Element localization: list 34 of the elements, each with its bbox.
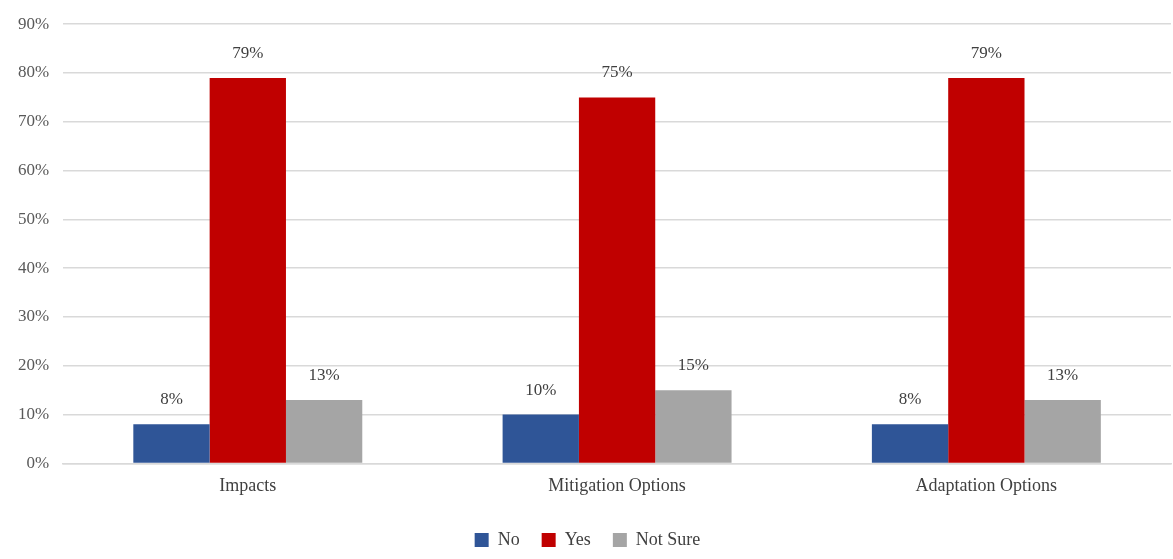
data-label: 8% (160, 389, 183, 409)
x-tick-label: Adaptation Options (915, 474, 1058, 495)
data-label: 79% (970, 42, 1002, 62)
y-tick-label: 70% (17, 111, 50, 131)
data-label: 10% (525, 379, 557, 399)
data-label: 13% (308, 364, 340, 384)
legend-label: Not Sure (635, 528, 701, 549)
legend-label: Yes (564, 528, 591, 549)
y-tick-label: 0% (26, 452, 50, 472)
bar (1024, 399, 1101, 463)
bar (133, 424, 210, 463)
bar (502, 414, 579, 463)
legend-label: No (497, 528, 520, 549)
x-tick-label: Impacts (219, 474, 277, 495)
y-tick-label: 10% (17, 404, 50, 424)
data-label: 15% (677, 355, 709, 375)
bar (871, 424, 949, 463)
y-tick-label: 50% (17, 208, 50, 228)
y-tick-label: 20% (17, 355, 50, 375)
bar (578, 97, 656, 463)
data-label: 75% (601, 62, 633, 82)
y-tick-label: 90% (17, 13, 50, 33)
bar (209, 77, 286, 463)
y-tick-label: 80% (17, 62, 50, 82)
bar (285, 399, 363, 463)
bar (948, 77, 1025, 463)
data-label: 8% (898, 389, 922, 409)
x-tick-label: Mitigation Options (548, 474, 686, 495)
bar (655, 390, 732, 463)
y-tick-label: 60% (17, 160, 50, 180)
data-label: 79% (232, 42, 264, 62)
data-label: 13% (1047, 364, 1079, 384)
y-tick-label: 40% (17, 257, 50, 277)
y-tick-label: 30% (17, 306, 50, 326)
